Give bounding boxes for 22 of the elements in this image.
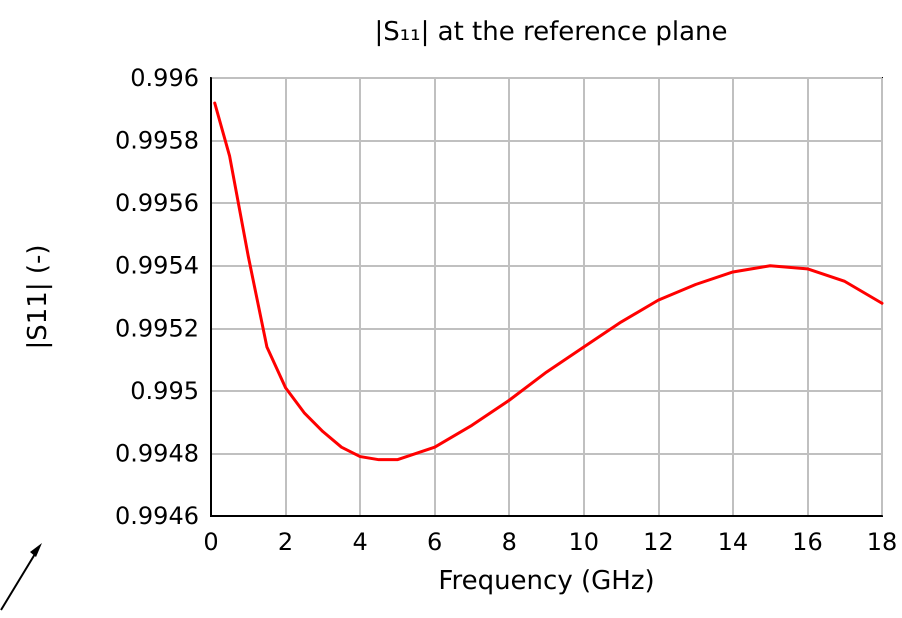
x-tick-label: 6 [427, 528, 442, 556]
x-axis-title: Frequency (GHz) [438, 566, 655, 596]
y-tick-label: 0.9952 [115, 314, 199, 342]
x-tick-label: 4 [352, 528, 368, 556]
x-tick-label: 18 [866, 528, 898, 556]
y-axis-title: |S11| (-) [23, 244, 53, 350]
y-tick-label: 0.9956 [115, 189, 199, 218]
y-tick-label: 0.996 [130, 64, 199, 92]
y-tick-label: 0.9958 [115, 126, 199, 155]
x-tick-label: 12 [643, 528, 674, 556]
y-tick-label: 0.9954 [115, 252, 199, 280]
x-tick-label: 2 [278, 528, 294, 556]
x-tick-label: 10 [568, 528, 600, 556]
x-tick-label: 0 [203, 528, 219, 556]
x-tick-label: 8 [502, 528, 517, 556]
y-tick-label: 0.9946 [115, 502, 199, 530]
line-series [213, 102, 884, 462]
x-tick-label: 16 [792, 528, 823, 556]
y-tick-label: 0.995 [130, 376, 199, 405]
x-tick-label: 14 [718, 528, 748, 556]
chart-title: |S₁₁| at the reference plane [374, 17, 728, 47]
y-tick-label: 0.9948 [115, 439, 199, 468]
